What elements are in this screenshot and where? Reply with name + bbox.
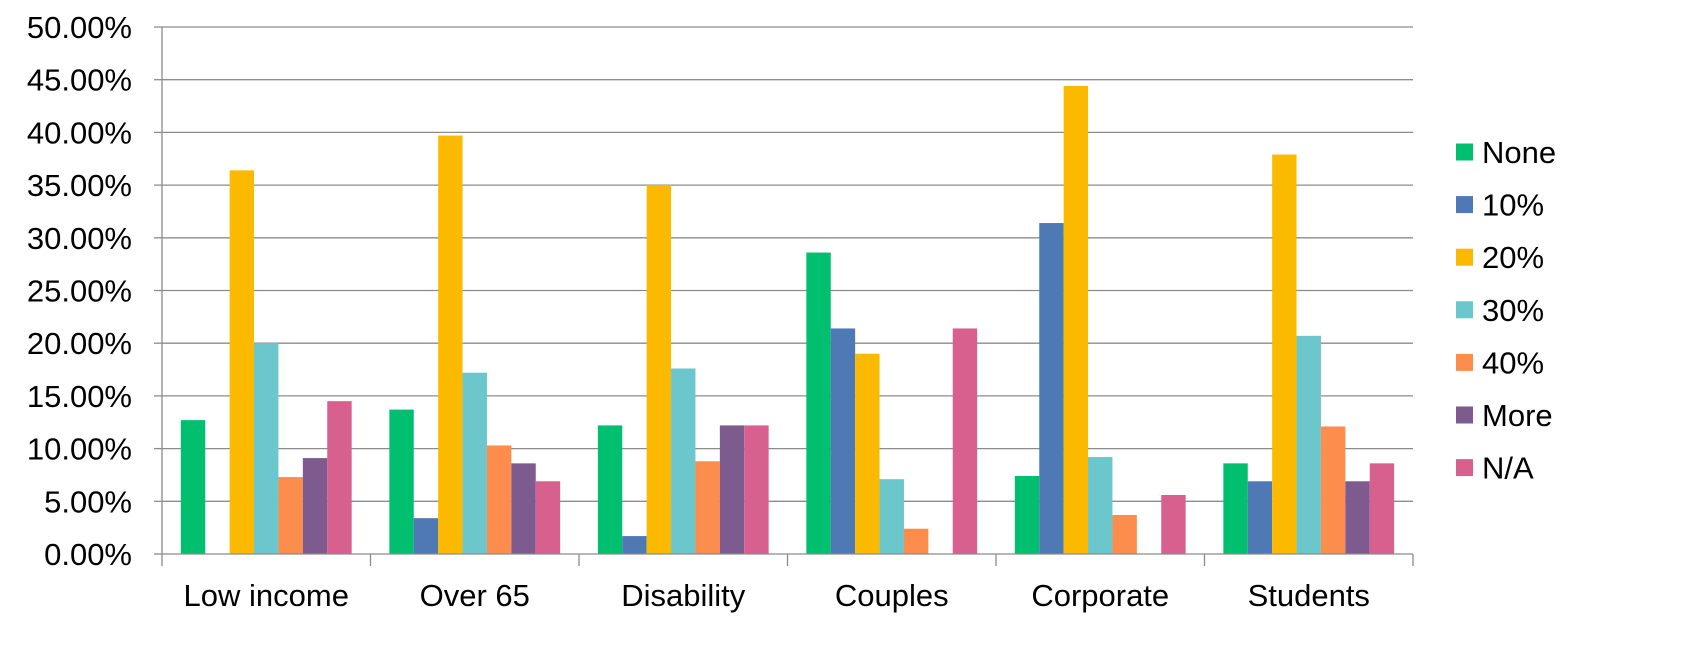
- bar-10-students: [1247, 481, 1273, 554]
- bar-10-corporate: [1039, 223, 1064, 554]
- bar-20-couples: [855, 353, 880, 554]
- legend-label: 30%: [1482, 293, 1544, 328]
- bar-10-over-65: [413, 518, 439, 554]
- legend-swatch: [1456, 353, 1473, 371]
- bar-20-disability: [646, 185, 672, 554]
- bar-more-low-income: [302, 458, 328, 554]
- bar-none-couples: [806, 252, 831, 554]
- bar-n-a-corporate: [1161, 494, 1186, 554]
- bar-10-disability: [622, 536, 647, 554]
- y-axis-tick-label: 35.00%: [27, 168, 132, 203]
- x-axis-tick-label: Over 65: [420, 578, 530, 613]
- y-axis-tick-label: 40.00%: [27, 115, 132, 150]
- bar-none-over-65: [389, 409, 414, 554]
- y-axis-tick-label: 20.00%: [27, 326, 132, 361]
- legend-label: 40%: [1482, 345, 1544, 380]
- legend: None 10% 20% 30% 40% More N/A: [1456, 135, 1556, 486]
- bar-10-couples: [830, 328, 856, 554]
- legend-label: 10%: [1482, 188, 1544, 223]
- bar-20-students: [1272, 154, 1297, 554]
- legend-swatch: [1456, 459, 1473, 477]
- bar-n-a-students: [1369, 463, 1395, 554]
- bar-30-over-65: [462, 372, 487, 554]
- bar-none-disability: [597, 425, 623, 554]
- bar-40-low-income: [278, 477, 303, 554]
- x-axis-tick-label: Corporate: [1031, 578, 1169, 613]
- bar-none-low-income: [180, 420, 206, 554]
- x-axis-tick-label: Students: [1248, 578, 1370, 613]
- y-axis-tick-label: 15.00%: [27, 379, 132, 414]
- legend-label: More: [1482, 398, 1553, 433]
- bar-none-students: [1223, 463, 1248, 554]
- legend-swatch: [1456, 143, 1473, 161]
- bar-n-a-over-65: [535, 481, 561, 554]
- bar-30-disability: [671, 368, 696, 554]
- x-axis-tick-label: Disability: [621, 578, 746, 613]
- legend-label: N/A: [1482, 451, 1534, 486]
- bar-30-couples: [879, 479, 904, 554]
- bar-40-couples: [903, 528, 929, 554]
- y-axis-tick-label: 25.00%: [27, 274, 132, 309]
- legend-label: 20%: [1482, 240, 1544, 275]
- x-axis-tick-labels: Low income Over 65 Disability Couples Corpor…: [184, 578, 1370, 613]
- axes: [154, 26, 1414, 566]
- legend-swatch: [1456, 196, 1473, 214]
- y-axis-tick-labels: 0.00% 5.00% 10.00% 15.00% 20.00% 25.00% 30.00%…: [27, 10, 132, 572]
- bar-20-over-65: [438, 135, 463, 554]
- y-axis-tick-label: 0.00%: [44, 537, 132, 572]
- bar-20-low-income: [229, 170, 255, 554]
- bar-n-a-disability: [744, 425, 769, 554]
- y-axis-tick-label: 30.00%: [27, 221, 132, 256]
- bar-n-a-couples: [952, 328, 978, 554]
- y-axis-tick-label: 10.00%: [27, 432, 132, 467]
- bar-more-disability: [719, 425, 745, 554]
- x-axis-tick-label: Couples: [835, 578, 949, 613]
- bar-30-corporate: [1088, 457, 1113, 554]
- bar-more-students: [1345, 481, 1370, 554]
- bar-40-corporate: [1112, 515, 1137, 554]
- x-axis-tick-label: Low income: [184, 578, 349, 613]
- bar-none-corporate: [1014, 476, 1040, 554]
- bar-20-corporate: [1063, 86, 1089, 555]
- y-axis-tick-label: 50.00%: [27, 10, 132, 45]
- gridlines: [162, 26, 1413, 502]
- bar-40-students: [1320, 426, 1346, 554]
- legend-swatch: [1456, 301, 1473, 319]
- bar-30-students: [1296, 335, 1321, 554]
- y-axis-tick-label: 5.00%: [44, 484, 132, 519]
- legend-swatch: [1456, 248, 1473, 266]
- bar-n-a-low-income: [327, 401, 352, 554]
- y-axis-tick-label: 45.00%: [27, 63, 132, 98]
- bars: [180, 86, 1395, 555]
- bar-30-low-income: [254, 343, 279, 554]
- bar-more-over-65: [511, 463, 536, 554]
- bar-40-over-65: [486, 445, 512, 554]
- legend-swatch: [1456, 406, 1473, 424]
- legend-label: None: [1482, 135, 1556, 170]
- bar-40-disability: [695, 461, 720, 554]
